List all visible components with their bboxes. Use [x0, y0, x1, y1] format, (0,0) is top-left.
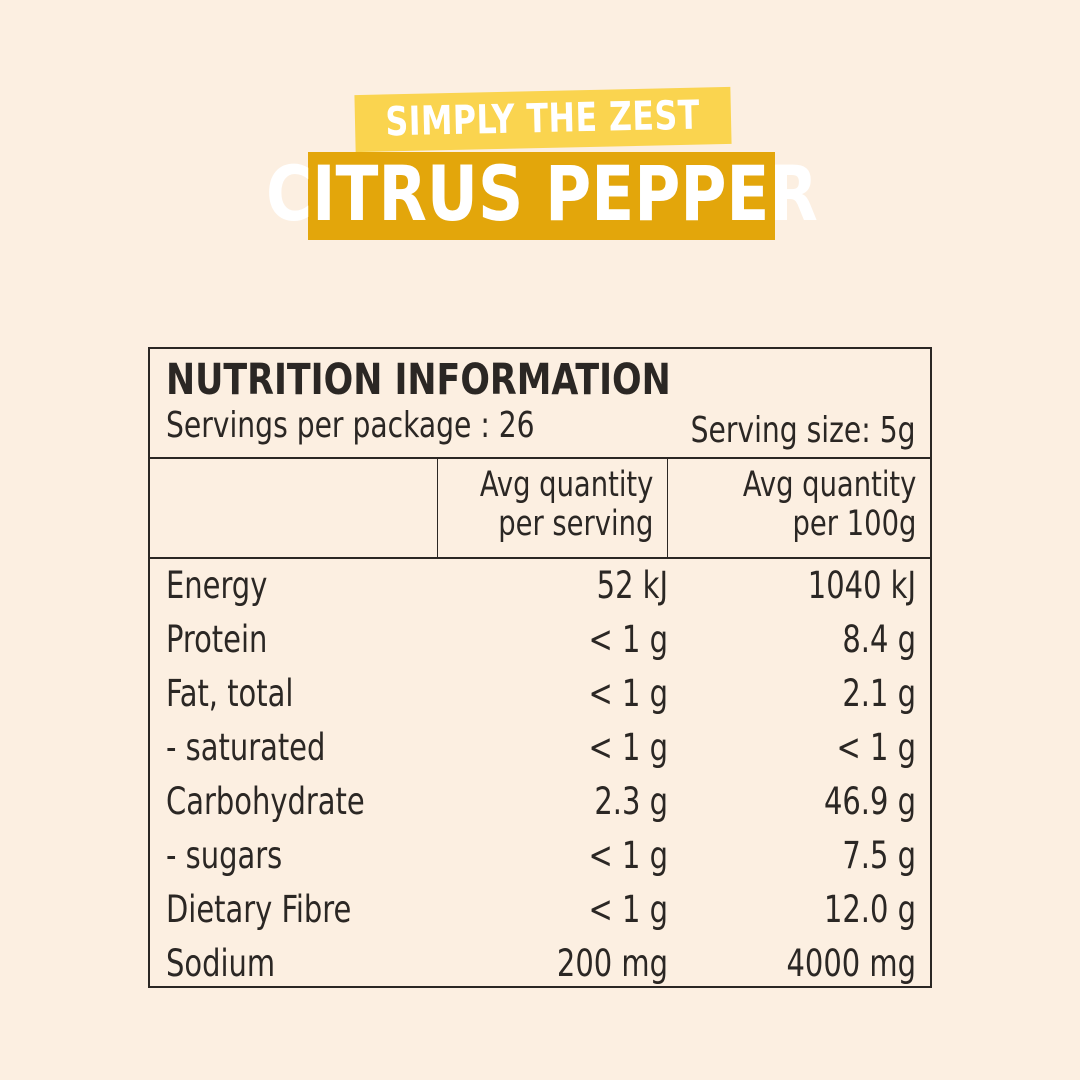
nutrient-per-100g: < 1 g: [836, 726, 916, 769]
nutrient-per-serving: 52 kJ: [596, 564, 668, 607]
nutrient-per-100g: 12.0 g: [823, 888, 916, 931]
nutrient-label: - sugars: [166, 834, 283, 877]
table-row: - saturated < 1 g < 1 g: [150, 721, 930, 775]
serving-size: Serving size: 5g: [691, 410, 916, 451]
nutrient-per-100g: 4000 mg: [786, 942, 916, 985]
tagline-text: SIMPLY THE ZEST: [385, 92, 701, 145]
nutrient-per-100g: 8.4 g: [842, 618, 916, 661]
nutrient-per-serving: 200 mg: [556, 942, 668, 985]
nutrient-per-serving: 2.3 g: [594, 780, 668, 823]
tagline-banner: SIMPLY THE ZEST: [354, 86, 732, 153]
nutrient-per-100g: 1040 kJ: [807, 564, 916, 607]
table-row: Energy 52 kJ 1040 kJ: [150, 559, 930, 613]
table-row: Fat, total < 1 g 2.1 g: [150, 667, 930, 721]
column-header-per-serving-line1: Avg quantity: [479, 465, 653, 505]
product-header: SIMPLY THE ZEST CITRUS PEPPER: [0, 0, 1080, 300]
nutrient-per-100g: 7.5 g: [842, 834, 916, 877]
nutrient-label: Energy: [166, 564, 268, 607]
column-header-per-100g-line2: per 100g: [792, 504, 916, 544]
nutrient-label: Fat, total: [166, 672, 294, 715]
product-name-banner: CITRUS PEPPER: [266, 152, 817, 240]
nutrition-panel-header: NUTRITION INFORMATION Servings per packa…: [150, 349, 930, 459]
nutrition-rows: Energy 52 kJ 1040 kJ Protein < 1 g 8.4 g…: [150, 559, 930, 991]
nutrient-per-100g: 2.1 g: [842, 672, 916, 715]
nutrient-per-serving: < 1 g: [588, 726, 668, 769]
nutrient-per-serving: < 1 g: [588, 672, 668, 715]
servings-per-package: Servings per package : 26: [166, 405, 535, 446]
column-header-per-serving-line2: per serving: [497, 504, 653, 544]
nutrient-per-100g: 46.9 g: [823, 780, 916, 823]
servings-row: Servings per package : 26 Serving size: …: [166, 404, 916, 451]
nutrient-label: Carbohydrate: [166, 780, 365, 823]
table-row: Sodium 200 mg 4000 mg: [150, 937, 930, 991]
nutrient-per-serving: < 1 g: [588, 618, 668, 661]
nutrition-column-headers: Avg quantity per serving Avg quantity pe…: [150, 459, 930, 559]
nutrition-title: NUTRITION INFORMATION: [166, 355, 671, 405]
table-row: Carbohydrate 2.3 g 46.9 g: [150, 775, 930, 829]
nutrient-label: Dietary Fibre: [166, 888, 352, 931]
nutrient-label: - saturated: [166, 726, 326, 769]
column-header-per-100g: Avg quantity per 100g: [668, 459, 930, 557]
column-header-per-serving: Avg quantity per serving: [438, 459, 668, 557]
column-header-spacer: [150, 459, 438, 557]
table-row: Protein < 1 g 8.4 g: [150, 613, 930, 667]
nutrition-information-panel: NUTRITION INFORMATION Servings per packa…: [148, 347, 932, 988]
table-row: Dietary Fibre < 1 g 12.0 g: [150, 883, 930, 937]
column-header-per-100g-line1: Avg quantity: [742, 465, 916, 505]
product-name-text: CITRUS PEPPER: [265, 148, 818, 238]
nutrient-per-serving: < 1 g: [588, 834, 668, 877]
nutrient-label: Sodium: [166, 942, 276, 985]
table-row: - sugars < 1 g 7.5 g: [150, 829, 930, 883]
nutrient-label: Protein: [166, 618, 268, 661]
nutrient-per-serving: < 1 g: [588, 888, 668, 931]
